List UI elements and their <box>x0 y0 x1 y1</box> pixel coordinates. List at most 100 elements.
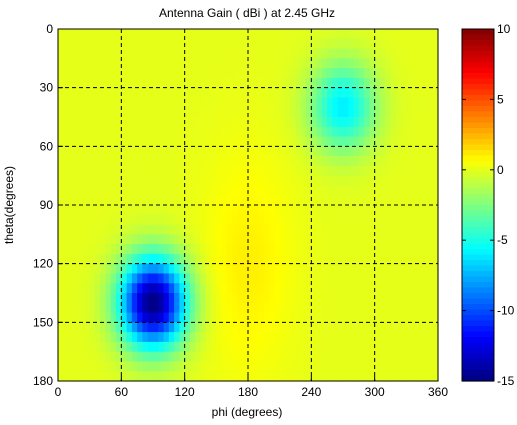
heatmap-cell <box>300 195 307 206</box>
heatmap-cell <box>300 48 307 59</box>
heatmap-cell <box>121 351 128 363</box>
heatmap-cell <box>290 38 297 50</box>
heatmap-cell <box>385 341 392 353</box>
heatmap-cell <box>321 175 328 187</box>
heatmap-cell <box>105 97 112 108</box>
heatmap-cell <box>258 175 265 187</box>
heatmap-cell <box>316 146 323 157</box>
heatmap-cell <box>395 312 402 323</box>
heatmap-cell <box>63 87 70 99</box>
heatmap-cell <box>369 224 376 235</box>
heatmap-cell <box>153 244 159 255</box>
heatmap-cell <box>116 117 122 128</box>
heatmap-cell <box>216 293 223 304</box>
heatmap-cell <box>174 97 180 108</box>
heatmap-cell <box>116 29 122 40</box>
heatmap-cell <box>279 195 286 206</box>
heatmap-cell <box>237 117 244 128</box>
heatmap-cell <box>422 117 429 128</box>
heatmap-cell <box>221 371 228 382</box>
heatmap-cell <box>374 195 381 206</box>
heatmap-cell <box>200 332 207 343</box>
heatmap-cell <box>110 68 117 79</box>
heatmap-cell <box>290 263 297 275</box>
heatmap-cell <box>390 293 397 304</box>
heatmap-cell <box>269 87 275 99</box>
heatmap-cell <box>189 283 196 294</box>
heatmap-cell <box>147 175 154 187</box>
colorbar-swatch <box>462 265 494 272</box>
heatmap-cell <box>153 214 159 226</box>
x-axis-label: phi (degrees) <box>212 405 283 419</box>
heatmap-cell <box>105 68 112 79</box>
heatmap-cell <box>200 361 207 372</box>
heatmap-cell <box>184 48 191 59</box>
heatmap-cell <box>311 312 318 323</box>
heatmap-cell <box>295 332 302 343</box>
heatmap-cell <box>369 351 376 363</box>
heatmap-cell <box>142 371 149 382</box>
heatmap-cell <box>279 244 286 255</box>
heatmap-cell <box>184 136 191 147</box>
heatmap-cell <box>332 97 339 108</box>
heatmap-cell <box>337 371 344 382</box>
heatmap-cell <box>168 351 175 363</box>
heatmap-cell <box>189 29 196 40</box>
heatmap-cell <box>401 165 407 177</box>
heatmap-cell <box>195 253 202 265</box>
heatmap-cell <box>179 165 186 177</box>
heatmap-cell <box>284 244 291 255</box>
heatmap-cell <box>184 361 191 372</box>
heatmap-cell <box>279 126 286 138</box>
heatmap-cell <box>126 156 133 167</box>
heatmap-cell <box>406 312 413 323</box>
heatmap-cell <box>316 361 323 372</box>
heatmap-cell <box>253 48 260 59</box>
heatmap-cell <box>195 214 202 226</box>
heatmap-cell <box>422 165 429 177</box>
heatmap-cell <box>316 165 323 177</box>
heatmap-cell <box>105 117 112 128</box>
colorbar-swatch <box>462 271 494 278</box>
heatmap-cell <box>105 312 112 323</box>
heatmap-cell <box>195 351 202 363</box>
heatmap-cell <box>200 302 207 314</box>
heatmap-cell <box>105 322 112 333</box>
heatmap-cell <box>343 38 349 50</box>
heatmap-cell <box>343 87 349 99</box>
heatmap-cell <box>168 165 175 177</box>
colorbar-swatch <box>462 227 494 234</box>
heatmap-cell <box>126 175 133 187</box>
heatmap-cell <box>179 185 186 196</box>
heatmap-cell <box>427 253 434 265</box>
heatmap-cell <box>311 107 318 118</box>
heatmap-cell <box>73 126 80 138</box>
heatmap-cell <box>432 146 439 157</box>
y-tick-label: 60 <box>40 139 54 153</box>
heatmap-cell <box>427 302 434 314</box>
heatmap-cell <box>84 205 91 216</box>
heatmap-cell <box>300 312 307 323</box>
heatmap-cell <box>221 146 228 157</box>
heatmap-cell <box>279 263 286 275</box>
heatmap-cell <box>126 283 133 294</box>
heatmap-cell <box>79 283 85 294</box>
heatmap-cell <box>364 293 370 304</box>
heatmap-cell <box>126 253 133 265</box>
heatmap-cell <box>126 371 133 382</box>
heatmap-cell <box>337 48 344 59</box>
heatmap-cell <box>63 68 70 79</box>
heatmap-cell <box>221 322 228 333</box>
heatmap-cell <box>258 136 265 147</box>
heatmap-cell <box>179 156 186 167</box>
heatmap-cell <box>263 146 270 157</box>
heatmap-cell <box>189 244 196 255</box>
heatmap-cell <box>374 87 381 99</box>
heatmap-cell <box>258 244 265 255</box>
colorbar-swatch <box>462 216 494 223</box>
heatmap-cell <box>189 107 196 118</box>
heatmap-cell <box>411 351 418 363</box>
heatmap-cell <box>73 273 80 284</box>
heatmap-cell <box>411 371 418 382</box>
heatmap-cell <box>110 48 117 59</box>
